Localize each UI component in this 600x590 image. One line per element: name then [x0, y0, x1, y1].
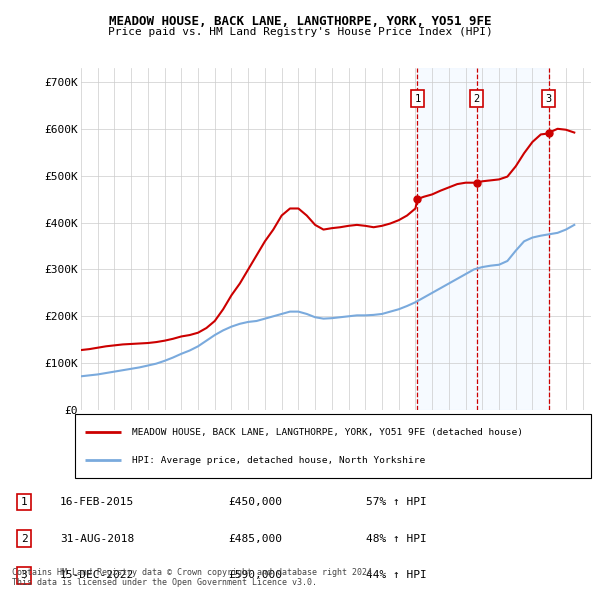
Text: 3: 3: [20, 571, 28, 580]
Text: 2: 2: [473, 94, 480, 104]
Text: Price paid vs. HM Land Registry's House Price Index (HPI): Price paid vs. HM Land Registry's House …: [107, 27, 493, 37]
Text: £590,000: £590,000: [228, 571, 282, 580]
Text: £450,000: £450,000: [228, 497, 282, 507]
Text: 1: 1: [20, 497, 28, 507]
Text: MEADOW HOUSE, BACK LANE, LANGTHORPE, YORK, YO51 9FE (detached house): MEADOW HOUSE, BACK LANE, LANGTHORPE, YOR…: [132, 428, 523, 437]
Text: 2: 2: [20, 534, 28, 543]
Text: Contains HM Land Registry data © Crown copyright and database right 2024.
This d: Contains HM Land Registry data © Crown c…: [12, 568, 377, 587]
Text: 3: 3: [545, 94, 551, 104]
Text: 15-DEC-2022: 15-DEC-2022: [60, 571, 134, 580]
Text: 48% ↑ HPI: 48% ↑ HPI: [366, 534, 427, 543]
Text: 16-FEB-2015: 16-FEB-2015: [60, 497, 134, 507]
Text: 44% ↑ HPI: 44% ↑ HPI: [366, 571, 427, 580]
Text: MEADOW HOUSE, BACK LANE, LANGTHORPE, YORK, YO51 9FE: MEADOW HOUSE, BACK LANE, LANGTHORPE, YOR…: [109, 15, 491, 28]
Text: 1: 1: [415, 94, 421, 104]
Text: 57% ↑ HPI: 57% ↑ HPI: [366, 497, 427, 507]
Text: £485,000: £485,000: [228, 534, 282, 543]
Bar: [418, 68, 548, 410]
Text: HPI: Average price, detached house, North Yorkshire: HPI: Average price, detached house, Nort…: [132, 455, 425, 464]
Text: 31-AUG-2018: 31-AUG-2018: [60, 534, 134, 543]
